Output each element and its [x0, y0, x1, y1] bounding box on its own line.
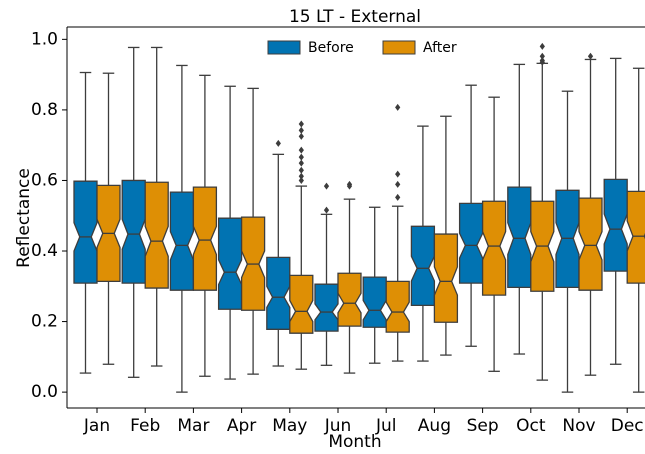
box — [169, 191, 195, 291]
box — [458, 202, 484, 284]
outlier — [539, 58, 545, 66]
outlier — [298, 126, 304, 134]
box — [144, 181, 169, 289]
x-tick-label: Dec — [611, 416, 644, 436]
y-tick-label: 0.2 — [31, 312, 58, 332]
outlier — [298, 159, 304, 167]
outlier — [298, 172, 304, 180]
outlier — [395, 193, 401, 201]
box — [192, 186, 218, 291]
outlier — [298, 166, 304, 174]
x-tick-label: Oct — [516, 416, 546, 436]
y-tick-label: 0.0 — [31, 382, 58, 402]
box — [507, 186, 532, 288]
legend-label: After — [423, 40, 457, 56]
outlier — [323, 206, 330, 214]
box — [578, 197, 603, 291]
box — [626, 190, 645, 284]
box — [314, 283, 339, 332]
y-tick-label: 0.6 — [31, 170, 58, 190]
outlier — [346, 182, 353, 190]
outlier — [323, 182, 330, 190]
x-tick-label: Nov — [562, 416, 595, 436]
outlier — [587, 52, 594, 60]
outlier — [539, 52, 545, 60]
box — [266, 256, 291, 330]
chart-title: 15 LT - External — [289, 7, 421, 27]
box — [362, 276, 387, 328]
y-tick-label: 0.8 — [31, 100, 58, 120]
box — [433, 233, 459, 323]
outlier — [395, 103, 401, 111]
legend-swatch — [382, 40, 416, 55]
x-tick-label: Mar — [177, 416, 209, 436]
box — [289, 274, 314, 334]
outlier — [275, 139, 281, 147]
box — [603, 178, 628, 272]
x-tick-label: May — [272, 416, 307, 436]
outlier — [395, 180, 401, 188]
box — [410, 225, 436, 306]
legend-label: Before — [308, 40, 354, 56]
box — [121, 179, 146, 284]
box — [337, 272, 362, 327]
box — [217, 217, 243, 310]
y-axis-label: Reflectance — [14, 168, 34, 268]
box — [385, 280, 410, 333]
outlier — [298, 153, 304, 161]
box — [73, 180, 98, 284]
x-tick-label: Jul — [375, 416, 397, 436]
outlier — [298, 120, 304, 128]
x-tick-label: Apr — [227, 416, 256, 436]
x-tick-label: Jan — [83, 416, 110, 436]
x-tick-label: Aug — [418, 416, 451, 436]
legend-swatch — [267, 40, 301, 55]
y-tick-label: 1.0 — [31, 29, 58, 49]
outlier — [298, 176, 304, 184]
outlier — [298, 146, 304, 154]
outlier — [395, 170, 401, 178]
outlier — [298, 132, 304, 140]
x-tick-label: Feb — [130, 416, 160, 436]
outlier — [539, 42, 545, 50]
x-axis-label: Month — [328, 432, 381, 452]
box — [481, 200, 507, 296]
x-tick-label: Sep — [467, 416, 499, 436]
x-tick-label: Jun — [324, 416, 352, 436]
y-tick-label: 0.4 — [31, 241, 58, 261]
